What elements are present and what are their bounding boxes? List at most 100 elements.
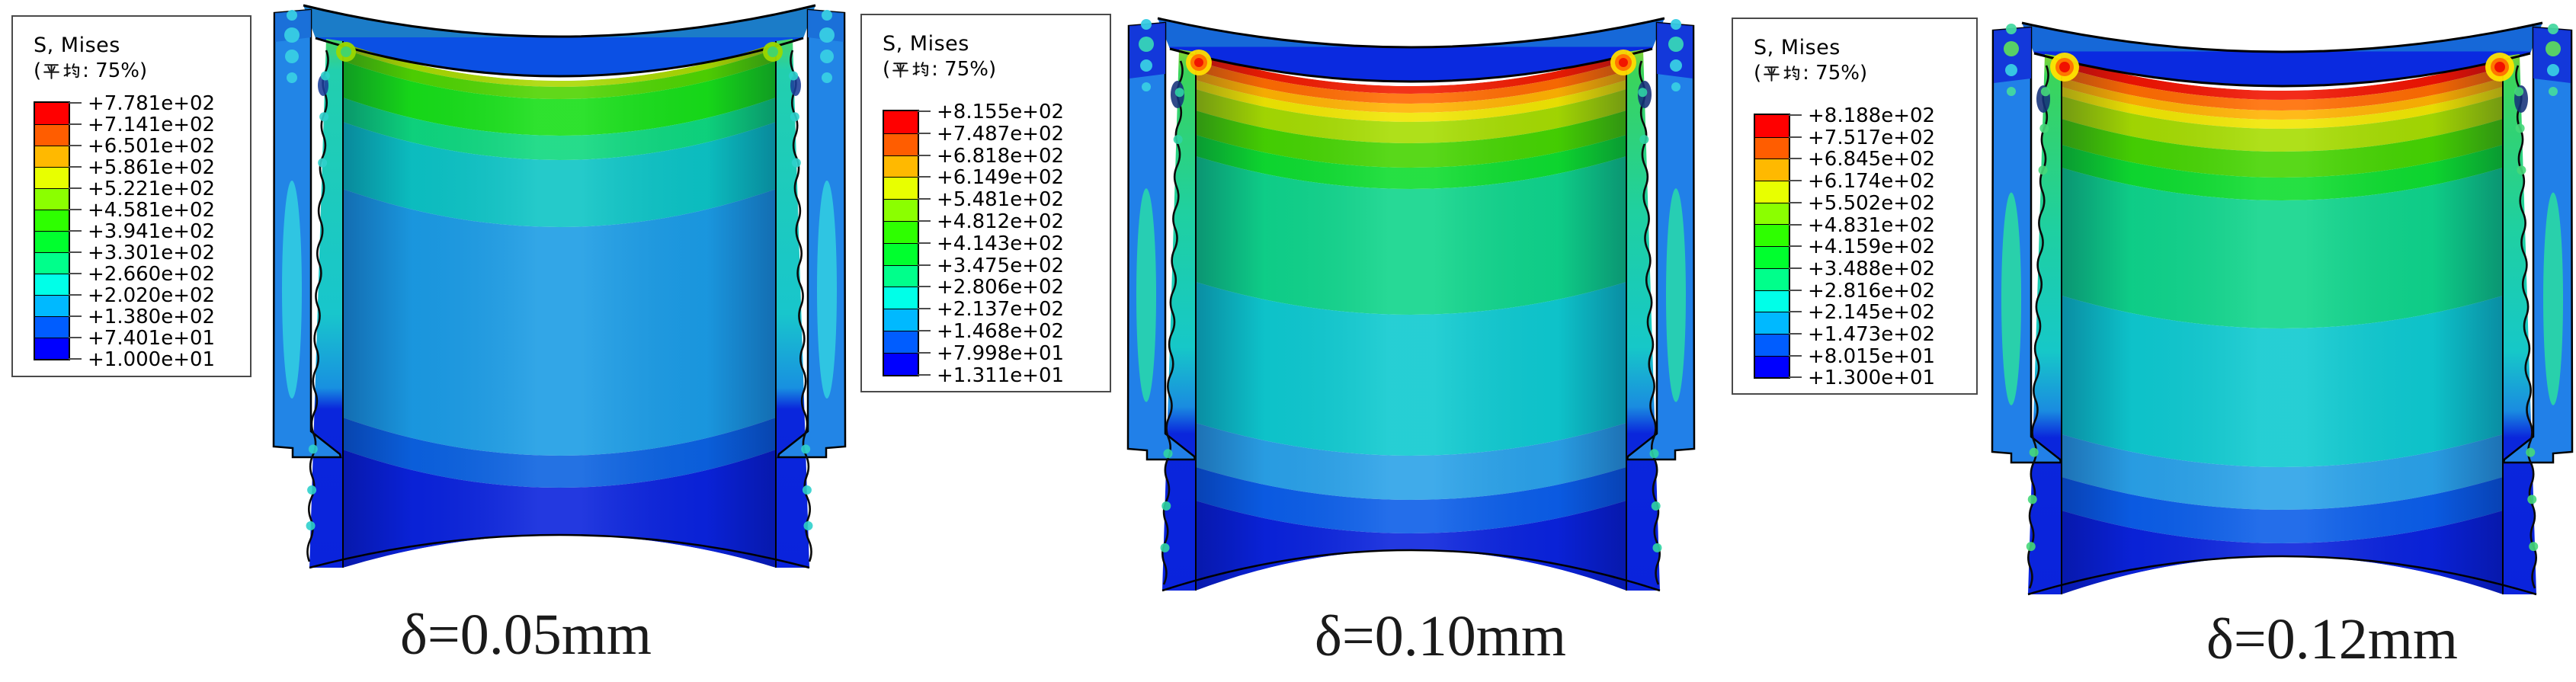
corner-hotspot	[1619, 58, 1628, 67]
leg-stress-dot	[287, 10, 297, 21]
corner-hotspot	[2059, 62, 2070, 72]
legend-swatch	[884, 199, 918, 221]
contact-bead	[1639, 135, 1649, 145]
leg-stress-dot	[2549, 87, 2558, 96]
legend-swatch	[35, 338, 69, 359]
caption-delta-0.12: δ=0.12mm	[2206, 607, 2458, 671]
legend-tick	[918, 242, 931, 244]
caption-delta-0.10: δ=0.10mm	[1315, 604, 1566, 668]
contact-bead	[306, 521, 316, 531]
legend-swatch	[35, 188, 69, 210]
legend-tick	[1789, 158, 1802, 160]
legend-tick	[918, 220, 931, 222]
legend-tick	[918, 154, 931, 156]
legend-box: S, Mises (: 75%) +7.781e+02 +7.141e+02 +6.…	[11, 15, 252, 377]
legend-swatch	[884, 352, 918, 375]
leg-stress-dot	[1670, 59, 1682, 72]
legend-swatch	[1755, 333, 1789, 356]
legend-swatch	[35, 252, 69, 274]
legend-swatch	[1755, 136, 1789, 159]
legend-tick-label: +1.000e+01	[88, 348, 216, 371]
legend-tick	[69, 337, 82, 338]
contact-bead	[318, 158, 328, 168]
legend-tick	[69, 273, 82, 274]
legend-tick	[69, 187, 82, 189]
legend-tick-label: +7.517e+02	[1808, 126, 1936, 149]
subtitle-suffix: : 75%)	[82, 59, 148, 82]
corner-hotspot	[2494, 62, 2505, 72]
legend-swatch	[884, 220, 918, 243]
leg-stress-dot	[1140, 59, 1152, 72]
legend-swatch	[1755, 355, 1789, 378]
contact-bead	[1161, 501, 1171, 511]
cylinder-shading	[2062, 58, 2503, 594]
legend-swatch	[884, 177, 918, 200]
legend-tick-label: +8.155e+02	[937, 101, 1065, 123]
legend-swatch	[1755, 267, 1789, 290]
legend-tick	[918, 308, 931, 310]
leg-stress-dot	[285, 50, 299, 63]
legend-tick	[1789, 114, 1802, 116]
legend-swatch	[884, 242, 918, 265]
legend-tick-label: +3.475e+02	[937, 254, 1065, 277]
liner-top-rim	[1169, 47, 1653, 83]
contact-bead	[2038, 165, 2048, 175]
legend-tick-label: +4.143e+02	[937, 232, 1065, 255]
legend-tick	[1789, 245, 1802, 248]
legend-tick-label: +3.488e+02	[1808, 257, 1936, 280]
legend-tick-label: +2.660e+02	[88, 263, 216, 286]
leg-stress-dot	[1139, 37, 1154, 52]
legend-swatch	[1755, 246, 1789, 268]
contact-bead	[2026, 542, 2036, 552]
leg-stress-blob	[1136, 188, 1156, 402]
legend-swatch	[35, 167, 69, 188]
contact-bead	[2529, 542, 2539, 552]
leg-stress-blob	[282, 181, 302, 399]
legend-swatch	[1755, 224, 1789, 247]
sleeve-leg-cap	[808, 10, 844, 42]
contact-bead	[1638, 88, 1648, 98]
legend-tick-label: +4.812e+02	[937, 210, 1065, 233]
liner-top-rim	[315, 37, 804, 78]
contour-svg	[1126, 17, 1696, 592]
legend-tick-label: +2.145e+02	[1808, 301, 1936, 325]
legend-tick-label: +8.015e+01	[1808, 344, 1936, 368]
cylinder-shading	[343, 43, 776, 568]
outer-top-arc	[2021, 21, 2543, 53]
legend-tick-label: +4.831e+02	[1808, 213, 1936, 237]
corner-hotspot	[767, 46, 778, 57]
contact-bead	[790, 112, 799, 122]
leg-stress-dot	[2546, 41, 2561, 56]
legend-tick	[918, 330, 931, 331]
legend-tick-label: +1.473e+02	[1808, 323, 1936, 346]
legend-swatch	[884, 155, 918, 178]
leg-stress-blob	[2543, 192, 2563, 405]
legend-tick	[69, 358, 82, 360]
legend-tick-label: +6.149e+02	[937, 166, 1065, 190]
legend-tick	[1789, 267, 1802, 269]
legend-tick-label: +5.221e+02	[88, 178, 216, 200]
legend-tick	[918, 176, 931, 178]
legend-tick-label: +5.861e+02	[88, 156, 216, 179]
cjk-jun-glyph	[63, 63, 80, 78]
legend-tick	[918, 132, 931, 134]
legend-swatch	[35, 316, 69, 338]
legend-swatch	[1755, 290, 1789, 312]
legend-tick	[69, 145, 82, 146]
caption-delta-0.05: δ=0.05mm	[400, 603, 652, 667]
legend-tick-label: +4.159e+02	[1808, 235, 1936, 259]
leg-stress-dot	[2007, 87, 2016, 96]
legend-colorbar	[1754, 114, 1790, 379]
outer-top-arc	[1157, 17, 1665, 49]
legend-swatch	[35, 274, 69, 295]
legend-tick-label: +8.188e+02	[1808, 104, 1936, 127]
legend-box: S, Mises (: 75%) +8.155e+02 +7.487e+02 +6.…	[860, 14, 1111, 392]
contact-bead	[791, 158, 801, 168]
contact-bead	[789, 71, 799, 81]
legend-swatch	[1755, 312, 1789, 334]
contact-bead	[1652, 543, 1662, 552]
contact-bead	[308, 444, 318, 454]
legend-tick	[918, 373, 931, 376]
legend-tick-label: +1.311e+01	[937, 363, 1065, 387]
liner-top-rim	[2033, 52, 2531, 88]
